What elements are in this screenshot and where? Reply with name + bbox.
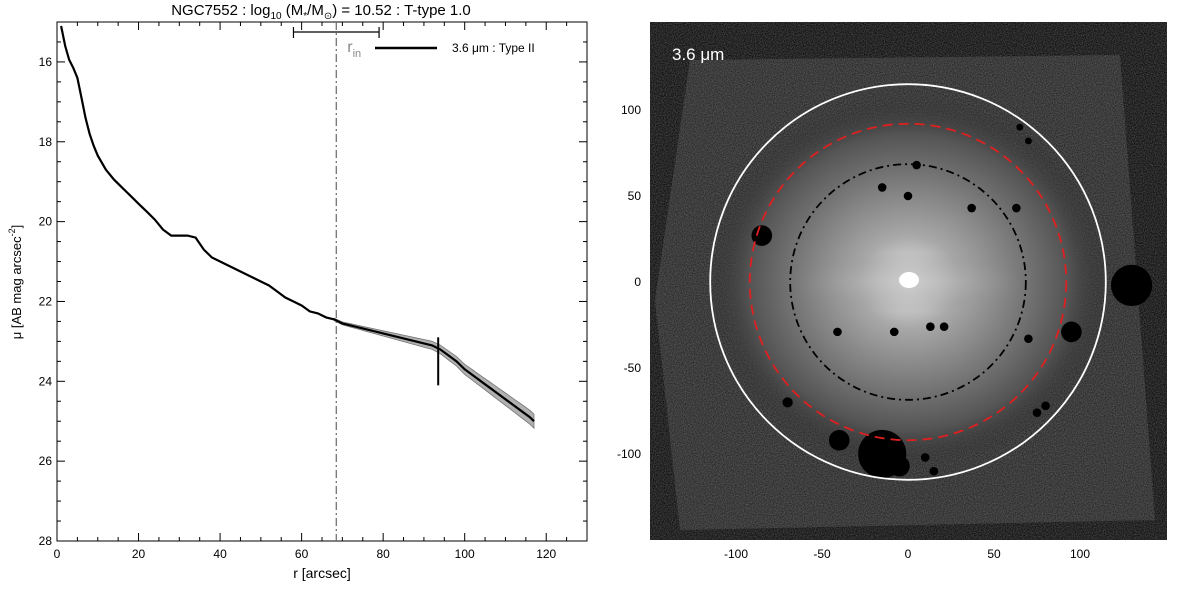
r-in-range-bracket — [292, 27, 380, 38]
break-ellipse — [748, 122, 1068, 442]
mask-circle — [877, 183, 887, 192]
x-tick-label: 60 — [295, 547, 309, 561]
y-tick-label: 28 — [39, 534, 53, 548]
mask-circle — [889, 455, 910, 477]
profile-panel: NGC7552 : log10 (M*/M⊙) = 10.52 : T-type… — [7, 2, 588, 581]
y-tick-label: 20 — [39, 215, 53, 229]
image-x-tick-label: 0 — [905, 547, 912, 561]
y-label-sup: -2 — [7, 228, 17, 236]
image-x-tick-label: -100 — [724, 547, 748, 561]
title-galaxy: NGC7552 — [171, 2, 238, 19]
mask-circle — [833, 327, 842, 337]
galaxy-nucleus — [899, 272, 919, 288]
legend-label: 3.6 μm : Type II — [452, 41, 535, 55]
r-in-label: rin — [347, 39, 361, 60]
mask-circle — [828, 429, 850, 451]
x-tick-label: 80 — [376, 547, 390, 561]
mask-circle — [903, 191, 913, 201]
x-axis-label: r [arcsec] — [293, 565, 351, 581]
mask-circle — [1012, 203, 1021, 213]
title-sun-sub: ⊙ — [324, 11, 332, 22]
y-tick-label: 18 — [39, 135, 53, 149]
title-log-sub: 10 — [270, 11, 282, 22]
x-tick-label: 120 — [536, 547, 556, 561]
x-axis: 0 20 40 60 80 100 120 — [54, 22, 588, 561]
profile-uncertainty-band — [333, 317, 535, 430]
image-panel: 3.6 μm -100 -50 0 50 100 -100 -50 0 50 100 — [617, 22, 1167, 561]
image-x-axis: -100 -50 0 50 100 — [724, 547, 1090, 561]
image-y-tick-label: -50 — [624, 361, 642, 375]
inner-ellipse — [789, 163, 1027, 401]
title-mass-sub: * — [303, 11, 307, 22]
image-x-tick-label: 100 — [1070, 547, 1090, 561]
mask-circle — [1016, 123, 1024, 131]
mask-circle — [939, 322, 949, 332]
image-band-label: 3.6 μm — [672, 45, 724, 64]
y-tick-label: 24 — [39, 374, 53, 388]
star-masks — [751, 123, 1153, 479]
mask-circle — [889, 327, 899, 337]
mask-circle — [1041, 401, 1050, 411]
mask-circle — [1024, 137, 1032, 145]
image-y-tick-label: 100 — [621, 103, 641, 117]
y-label-main: μ [AB mag arcsec — [9, 236, 24, 339]
y-tick-label: 16 — [39, 55, 53, 69]
mask-circle — [1024, 334, 1033, 344]
image-y-tick-label: 0 — [634, 275, 641, 289]
image-x-tick-label: -50 — [813, 547, 831, 561]
mask-circle — [929, 466, 939, 476]
legend: 3.6 μm : Type II — [375, 41, 535, 55]
x-tick-label: 20 — [132, 547, 146, 561]
title-mass-close: ) = 10.52 : T-type 1.0 — [332, 2, 471, 19]
aperture-ellipses — [709, 83, 1107, 481]
mask-circle — [967, 203, 976, 213]
mask-circle — [1061, 321, 1082, 343]
title-mass-open: (M — [282, 2, 304, 19]
plot-frame — [56, 21, 588, 542]
y-axis-label: μ [AB mag arcsec-2] — [7, 225, 24, 340]
mask-circle — [1032, 408, 1042, 418]
mask-circle — [1110, 264, 1153, 307]
y-axis: 16 18 20 22 24 26 28 — [39, 21, 587, 548]
x-tick-label: 100 — [455, 547, 475, 561]
image-y-tick-label: -100 — [617, 447, 641, 461]
y-tick-label: 26 — [39, 454, 53, 468]
mask-circle — [926, 322, 935, 332]
y-tick-label: 22 — [39, 294, 53, 308]
chart-title: NGC7552 : log10 (M*/M⊙) = 10.52 : T-type… — [171, 2, 471, 22]
y-label-close: ] — [9, 225, 24, 229]
image-x-tick-label: 50 — [987, 547, 1001, 561]
image-y-axis: -100 -50 0 50 100 — [617, 103, 641, 461]
title-sep: : log — [238, 2, 271, 19]
mask-circle — [920, 453, 930, 462]
mask-circle — [751, 225, 773, 246]
r-in-main: r — [347, 39, 353, 56]
outer-ellipse — [709, 83, 1107, 481]
r-in-sub: in — [353, 48, 362, 60]
x-tick-label: 40 — [213, 547, 227, 561]
title-mass-div: /M — [307, 2, 324, 19]
image-y-tick-label: 50 — [628, 189, 642, 203]
x-tick-label: 0 — [54, 547, 61, 561]
mask-circle — [782, 397, 793, 408]
profile-line — [60, 25, 535, 422]
